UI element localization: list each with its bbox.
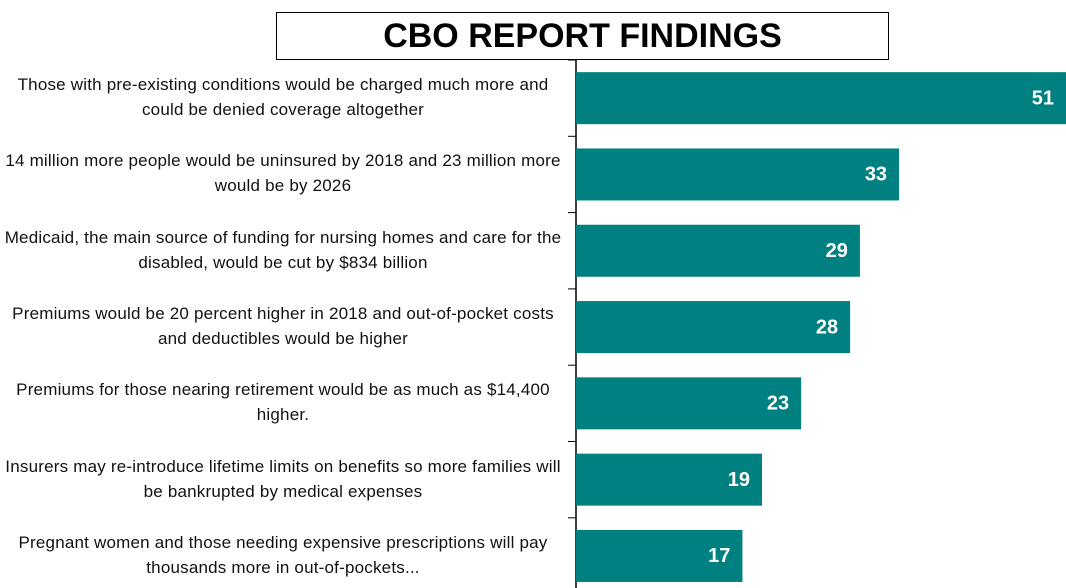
category-label: 14 million more people would be uninsure…	[5, 151, 561, 196]
data-label: 33	[865, 164, 887, 186]
data-label: 51	[1032, 87, 1054, 109]
bar	[576, 453, 763, 506]
category-label: Pregnant women and those needing expensi…	[18, 532, 548, 577]
bar	[576, 301, 851, 354]
data-label: 29	[826, 240, 848, 262]
chart-title: CBO REPORT FINDINGS	[276, 12, 889, 60]
data-label: 17	[708, 545, 730, 567]
data-label: 19	[728, 469, 750, 491]
category-label: Premiums would be 20 percent higher in 2…	[12, 304, 554, 349]
data-label: 23	[767, 393, 789, 415]
bar	[576, 224, 860, 277]
bar	[576, 377, 802, 430]
bar	[576, 148, 900, 201]
category-label: Premiums for those nearing retirement wo…	[16, 380, 550, 425]
bar	[576, 529, 743, 582]
category-label: Insurers may re-introduce lifetime limit…	[5, 456, 561, 501]
category-label: Those with pre-existing conditions would…	[17, 75, 549, 120]
bar	[576, 72, 1066, 125]
data-label: 28	[816, 316, 838, 338]
category-label: Medicaid, the main source of funding for…	[4, 227, 562, 272]
